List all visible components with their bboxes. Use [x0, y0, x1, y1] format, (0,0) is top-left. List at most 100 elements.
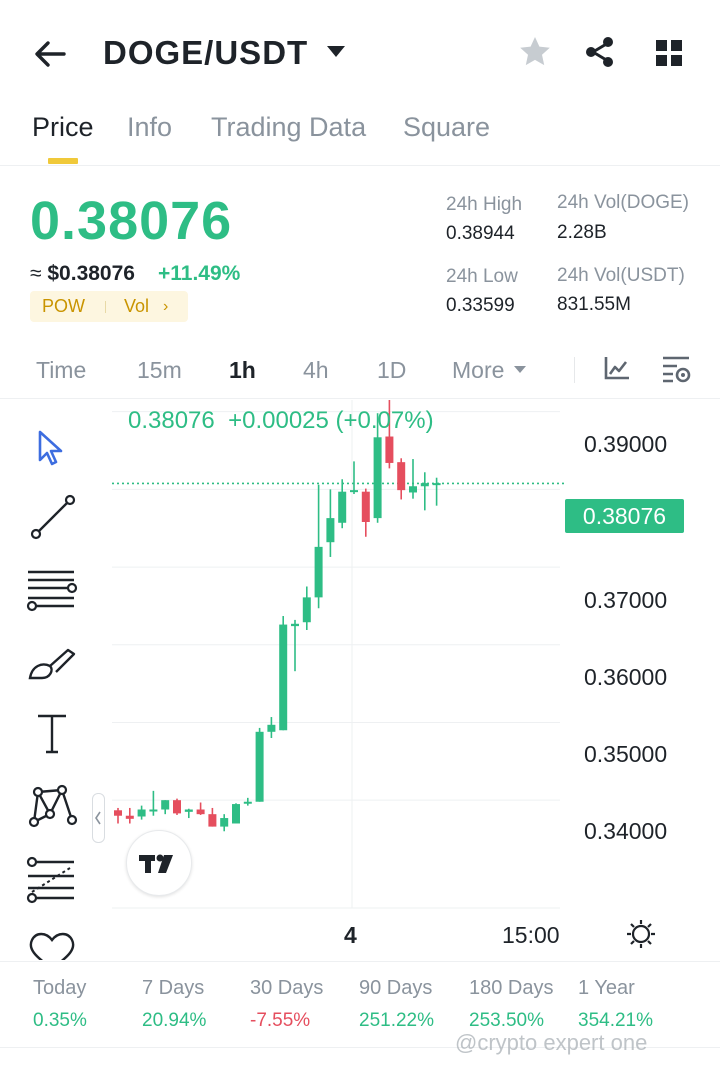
- candle-body: [137, 809, 146, 817]
- candle-body: [279, 624, 288, 731]
- y-axis-label: 0.36000: [584, 664, 668, 690]
- tab-price[interactable]: Price: [32, 112, 94, 142]
- candle-body: [314, 546, 323, 598]
- chart-grid: [112, 400, 564, 909]
- candle-body: [232, 804, 240, 824]
- candle-body: [432, 483, 441, 486]
- perf-label-180d: 180 Days: [469, 977, 554, 999]
- high-label: 24h High: [446, 194, 523, 215]
- tab-info[interactable]: Info: [127, 112, 173, 142]
- candle-body: [125, 815, 134, 819]
- chart-legend: 0.38076 +0.00025 (+0.07%): [128, 407, 434, 434]
- tradingview-logo: [126, 830, 192, 896]
- tab-square[interactable]: Square: [403, 112, 491, 142]
- current-price-tag: 0.38076: [565, 499, 684, 533]
- active-tab-indicator: [48, 158, 78, 164]
- interval-more[interactable]: More: [452, 357, 527, 384]
- grid-menu-icon[interactable]: [654, 38, 684, 68]
- high-value: 0.38944: [446, 223, 515, 244]
- interval-1d[interactable]: 1D: [377, 357, 407, 383]
- candle-body: [326, 518, 335, 543]
- x-axis-label: 15:00: [502, 922, 560, 948]
- approx-prefix: ≈: [30, 262, 48, 285]
- candle-body: [173, 800, 181, 814]
- indicator-chart-icon[interactable]: [602, 353, 632, 383]
- divider: [0, 165, 720, 166]
- interval-more-label: More: [452, 357, 505, 383]
- perf-label-7d: 7 Days: [142, 977, 205, 999]
- y-axis-label: 0.39000: [584, 431, 668, 457]
- tag-pow[interactable]: POW: [42, 296, 85, 316]
- candle-body: [255, 731, 264, 802]
- fiat-price: ≈ $0.38076: [30, 262, 135, 286]
- candle-body: [184, 809, 193, 812]
- tag-vol[interactable]: Vol: [124, 296, 150, 316]
- text-tool-icon[interactable]: [24, 710, 80, 760]
- perf-value-1y: 354.21%: [578, 1010, 654, 1031]
- cursor-tool-icon[interactable]: [24, 424, 80, 474]
- candle-body: [385, 436, 394, 463]
- fiat-value: $0.38076: [47, 262, 135, 285]
- perf-label-today: Today: [33, 977, 87, 999]
- chevron-down-icon[interactable]: [326, 44, 346, 60]
- low-label: 24h Low: [446, 266, 518, 287]
- perf-value-7d: 20.94%: [142, 1010, 207, 1031]
- tag-bar: POW Vol ›: [30, 291, 188, 322]
- perf-value-today: 0.35%: [33, 1010, 87, 1031]
- watermark-text: @crypto expert one: [455, 1030, 648, 1055]
- interval-4h[interactable]: 4h: [303, 357, 329, 383]
- interval-time[interactable]: Time: [36, 357, 87, 383]
- candle-body: [208, 814, 217, 827]
- interval-divider: [574, 357, 575, 383]
- candle-body: [220, 818, 229, 827]
- heart-icon[interactable]: [24, 926, 80, 960]
- candle-body: [267, 724, 276, 732]
- candles: [114, 400, 441, 832]
- price-change-percent: +11.49%: [158, 262, 241, 285]
- trend-line-tool-icon[interactable]: [24, 492, 80, 542]
- x-axis-label: 4: [344, 922, 357, 948]
- chart-settings-icon[interactable]: [660, 353, 692, 385]
- perf-label-30d: 30 Days: [250, 977, 324, 999]
- last-price: 0.38076: [30, 191, 233, 251]
- fibonacci-tool-icon[interactable]: [24, 854, 80, 904]
- chevron-right-icon[interactable]: ›: [163, 297, 169, 315]
- candle-body: [338, 491, 347, 523]
- back-arrow-icon[interactable]: [30, 34, 70, 74]
- y-axis-label: 0.37000: [584, 587, 668, 613]
- vol-base-value: 2.28B: [557, 222, 607, 243]
- pair-title[interactable]: DOGE/USDT: [103, 34, 309, 71]
- tab-trading-data[interactable]: Trading Data: [211, 112, 367, 142]
- vol-quote-value: 831.55M: [557, 294, 631, 315]
- candle-body: [350, 490, 358, 493]
- perf-value-90d: 251.22%: [359, 1010, 435, 1031]
- candle-body: [114, 810, 122, 816]
- tag-divider: [105, 300, 106, 313]
- perf-value-30d: -7.55%: [250, 1010, 311, 1031]
- divider: [0, 961, 720, 962]
- pattern-tool-icon[interactable]: [24, 782, 80, 832]
- favorite-star-icon[interactable]: [517, 34, 553, 70]
- vol-base-label: 24h Vol(DOGE): [557, 192, 689, 213]
- candle-body: [420, 483, 429, 487]
- brush-tool-icon[interactable]: [24, 640, 80, 690]
- candlestick-chart[interactable]: [112, 400, 720, 960]
- candle-body: [373, 437, 382, 519]
- perf-label-90d: 90 Days: [359, 977, 433, 999]
- candle-body: [161, 800, 170, 810]
- y-axis-label: 0.35000: [584, 741, 668, 767]
- horizontal-lines-tool-icon[interactable]: [24, 566, 80, 616]
- caret-down-icon: [513, 365, 526, 373]
- candle-body: [243, 801, 252, 804]
- collapse-toolbar-handle[interactable]: [92, 793, 105, 843]
- y-axis-label: 0.34000: [584, 818, 668, 844]
- candle-body: [291, 623, 299, 627]
- interval-1h[interactable]: 1h: [229, 357, 256, 383]
- perf-value-180d: 253.50%: [469, 1010, 545, 1031]
- share-icon[interactable]: [582, 34, 618, 70]
- candle-body: [149, 809, 158, 812]
- theme-toggle-sun-icon[interactable]: [625, 918, 657, 950]
- interval-15m[interactable]: 15m: [137, 357, 182, 383]
- perf-label-1y: 1 Year: [578, 977, 635, 999]
- candle-body: [196, 809, 205, 815]
